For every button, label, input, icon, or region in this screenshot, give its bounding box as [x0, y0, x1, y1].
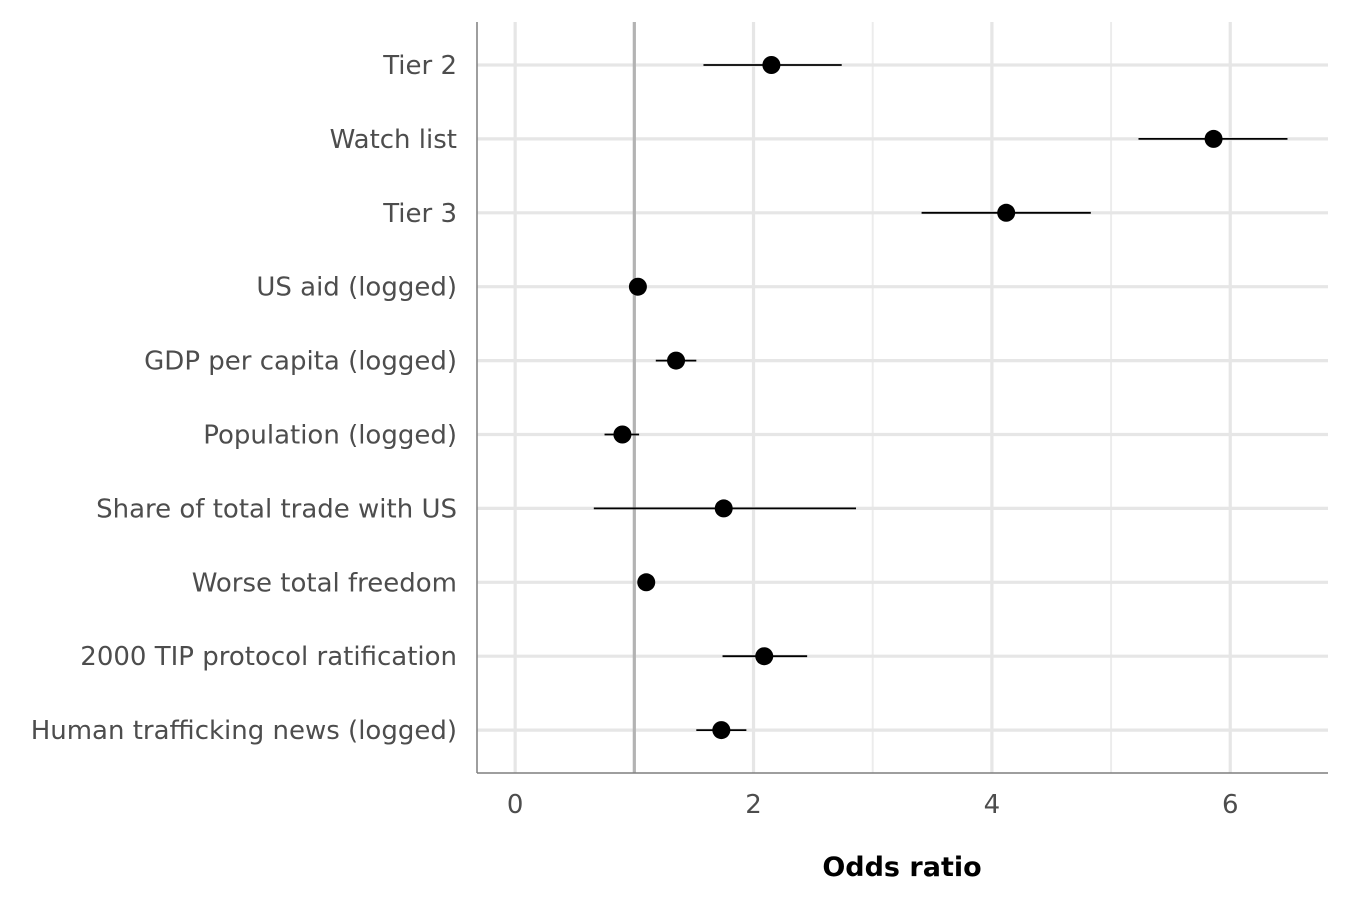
- category-label: US aid (logged): [256, 273, 457, 303]
- estimate-point: [714, 499, 733, 518]
- grid-layer: [477, 22, 1328, 773]
- axis-layer: [476, 22, 1328, 774]
- x-tick-label: 4: [984, 790, 1001, 820]
- category-label: 2000 TIP protocol ratification: [80, 642, 457, 672]
- category-label: Tier 2: [382, 51, 457, 81]
- category-label: Tier 3: [382, 199, 457, 229]
- estimate-point: [667, 351, 686, 370]
- estimate-point: [762, 56, 781, 74]
- category-label: GDP per capita (logged): [144, 347, 457, 377]
- category-label: Worse total freedom: [192, 568, 457, 598]
- estimate-point: [755, 647, 774, 666]
- category-label: Watch list: [330, 125, 457, 155]
- category-label: Share of total trade with US: [96, 494, 457, 524]
- x-tick-label: 0: [507, 790, 524, 820]
- category-label: Population (logged): [203, 421, 457, 451]
- x-tick-label: 6: [1222, 790, 1239, 820]
- labels-layer: 0 2 4 6 Tier 2 Watch list Tier 3 US aid (logged…: [31, 51, 1239, 820]
- category-label: Human trafficking news (logged): [31, 716, 457, 746]
- estimate-point: [613, 425, 632, 444]
- estimate-point: [628, 277, 647, 296]
- x-tick-label: 2: [745, 790, 762, 820]
- estimate-point: [637, 573, 656, 592]
- estimate-point: [712, 721, 731, 740]
- marks-layer: [593, 56, 1288, 740]
- x-axis-title: Odds ratio: [822, 852, 981, 883]
- estimate-point: [1204, 129, 1223, 148]
- estimate-point: [997, 203, 1016, 222]
